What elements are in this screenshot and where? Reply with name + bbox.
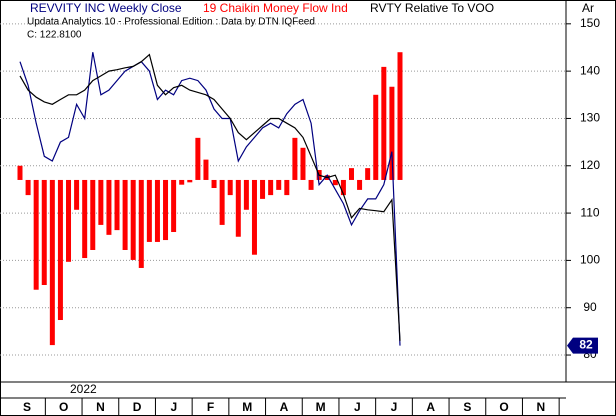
bar <box>82 179 88 259</box>
bar <box>114 179 120 231</box>
bar <box>292 137 298 180</box>
bar <box>308 179 314 190</box>
y-tick-label: 130 <box>580 111 600 125</box>
y-tick-label: 120 <box>580 158 600 172</box>
bar <box>389 86 395 180</box>
bar <box>17 165 23 180</box>
subtitle: Updata Analytics 10 - Professional Editi… <box>27 17 315 28</box>
bar <box>195 137 201 180</box>
bar <box>211 179 217 189</box>
axis-title: Ar <box>582 1 594 15</box>
x-tick-label: F <box>207 400 214 414</box>
bar <box>163 179 169 241</box>
series-title: 19 Chaikin Money Flow Ind <box>203 1 348 15</box>
price-marker <box>567 337 598 354</box>
x-tick-label: S <box>23 400 31 414</box>
bar <box>66 179 72 262</box>
bar <box>74 179 80 210</box>
bar <box>154 179 160 242</box>
x-tick-label: J <box>354 400 361 414</box>
y-tick-label: 150 <box>580 16 600 30</box>
year-label: 2022 <box>70 382 97 396</box>
x-tick-label: D <box>133 400 142 414</box>
bar <box>57 179 63 321</box>
x-tick-label: J <box>170 400 177 414</box>
bar <box>397 52 403 180</box>
bar <box>300 147 306 180</box>
bar <box>146 179 152 242</box>
series-title: RVTY Relative To VOO <box>370 1 494 15</box>
bar <box>219 179 225 225</box>
bar <box>340 179 346 196</box>
bar <box>179 179 185 185</box>
x-tick-label: M <box>316 400 326 414</box>
x-tick-label: M <box>242 400 252 414</box>
y-tick-label: 110 <box>580 205 599 219</box>
plot-area <box>0 23 566 356</box>
bar <box>25 179 31 196</box>
bar <box>106 179 112 235</box>
bar <box>122 179 128 250</box>
bar <box>187 179 193 183</box>
bar <box>373 94 379 180</box>
bar <box>41 179 47 286</box>
y-tick-label: 90 <box>583 300 597 314</box>
x-tick-label: A <box>426 400 435 414</box>
bar <box>98 179 104 225</box>
x-tick-label: O <box>499 400 508 414</box>
bar <box>203 159 209 180</box>
price-marker-label: 82 <box>579 338 593 352</box>
bar <box>90 179 96 250</box>
bar <box>227 179 233 196</box>
bar <box>284 179 290 196</box>
bar <box>171 179 177 233</box>
x-tick-label: A <box>280 400 289 414</box>
line <box>19 52 401 346</box>
y-tick-label: 100 <box>580 253 600 267</box>
bar <box>381 66 387 180</box>
bar <box>365 168 371 180</box>
annotation: C: 122.8100 <box>27 30 82 41</box>
bar <box>268 179 274 196</box>
bar <box>130 179 136 260</box>
bar <box>33 179 39 290</box>
x-tick-label: S <box>463 400 471 414</box>
bar <box>260 179 266 199</box>
bar <box>138 179 144 268</box>
bar <box>243 179 249 210</box>
series-title: REVVITY INC Weekly Close <box>30 1 182 15</box>
x-tick-label: N <box>96 400 105 414</box>
bar <box>251 179 257 255</box>
bar <box>357 179 363 190</box>
bar <box>276 179 282 190</box>
bar <box>235 179 241 237</box>
x-tick-label: J <box>391 400 398 414</box>
x-tick-label: N <box>536 400 545 414</box>
bar <box>49 179 55 346</box>
line <box>19 53 401 341</box>
bar <box>332 179 338 186</box>
bar <box>348 168 354 180</box>
x-tick-label: O <box>59 400 68 414</box>
y-tick-label: 140 <box>580 63 600 77</box>
